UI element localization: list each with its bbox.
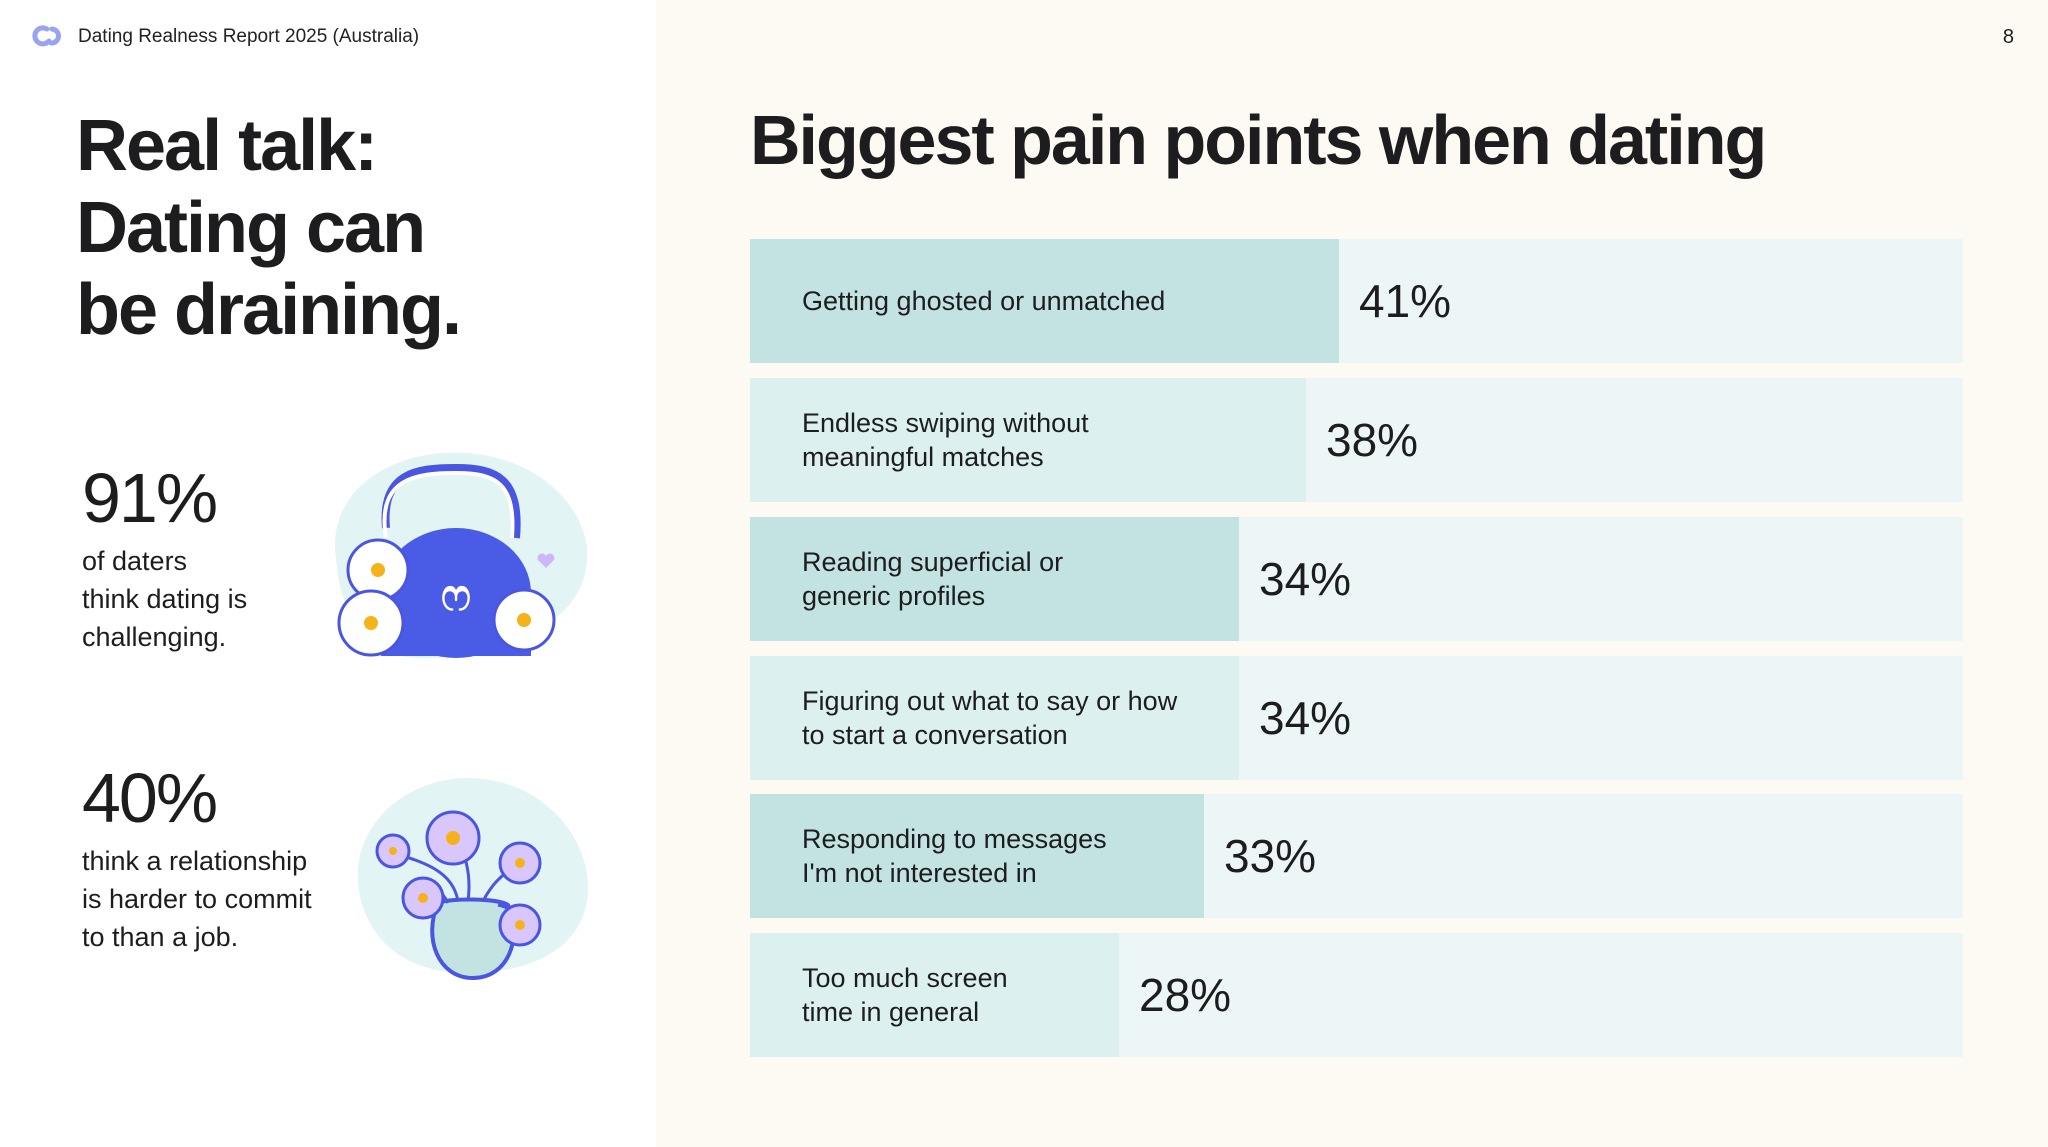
bar-value-label: 28%	[1139, 969, 1232, 1021]
bar-value-label: 38%	[1326, 414, 1419, 466]
bar-row: Endless swiping without meaningful matche…	[750, 378, 1963, 502]
bar-value-label: 33%	[1224, 830, 1317, 882]
stat-line: is harder to commit	[82, 884, 312, 914]
bar-label-line: Too much screen	[802, 963, 1008, 993]
bar-label: Endless swiping without meaningful matche…	[802, 378, 1242, 502]
bar-label: Reading superficial or generic profiles	[802, 517, 1242, 641]
bar-label-line: Getting ghosted or unmatched	[802, 286, 1166, 316]
svg-text:ෆ: ෆ	[441, 571, 471, 620]
stat-91: 91% of daters think dating is challengin…	[82, 460, 247, 656]
bar-label-line: I'm not interested in	[802, 858, 1037, 888]
stat-line: think dating is	[82, 584, 248, 614]
report-title: Dating Realness Report 2025 (Australia)	[78, 26, 420, 47]
bar	[750, 794, 1204, 918]
bar-row: Figuring out what to say or how to start …	[750, 656, 1963, 780]
stat-line: to than a job.	[82, 922, 239, 952]
bar	[750, 933, 1119, 1057]
bar	[750, 517, 1239, 641]
bar-label: Responding to messages I'm not interested…	[802, 794, 1242, 918]
stat-text: of daters think dating is challenging.	[82, 542, 247, 656]
bar-row: Responding to messages I'm not interested…	[750, 794, 1963, 918]
bar-label: Figuring out what to say or how to start …	[802, 656, 1242, 780]
stat-text: think a relationship is harder to commit…	[82, 842, 312, 956]
brand-logo-icon	[32, 25, 61, 47]
bar	[750, 239, 1339, 363]
bar-label-line: meaningful matches	[802, 442, 1044, 472]
page-number: 8	[2002, 26, 2014, 48]
page-title: Real talk: Dating can be draining.	[76, 105, 462, 351]
vase-flowers-illustration	[357, 778, 588, 981]
bar-label-line: to start a conversation	[802, 720, 1068, 750]
bar-label-line: Responding to messages	[802, 824, 1107, 854]
stat-value: 40%	[82, 759, 218, 837]
bar-value-label: 34%	[1259, 553, 1352, 605]
stat-line: of daters	[82, 546, 188, 576]
title-line: be draining.	[76, 270, 462, 350]
bar	[750, 656, 1239, 780]
bar-row: Reading superficial or generic profiles 34…	[750, 517, 1963, 641]
report-header: Dating Realness Report 2025 (Australia)	[32, 24, 419, 50]
bar	[750, 378, 1306, 502]
title-line: Dating can	[76, 188, 426, 268]
bar-label-line: generic profiles	[802, 581, 986, 611]
stat-line: challenging.	[82, 622, 227, 652]
stat-value: 91%	[82, 459, 218, 537]
bar-label: Too much screen time in general	[802, 933, 1242, 1057]
stat-40: 40% think a relationship is harder to co…	[82, 760, 312, 956]
stat-line: think a relationship	[82, 846, 308, 876]
bar-value-label: 41%	[1359, 275, 1452, 327]
bar-label-line: Endless swiping without	[802, 408, 1089, 438]
bar-row: Getting ghosted or unmatched 41%	[750, 239, 1963, 363]
kettlebell-flowers-illustration: ෆ	[335, 452, 588, 659]
bar-label-line: time in general	[802, 997, 980, 1027]
bar-label: Getting ghosted or unmatched	[802, 239, 1242, 363]
bar-value-label: 34%	[1259, 692, 1352, 744]
bar-row: Too much screen time in general 28%	[750, 933, 1963, 1057]
title-line: Real talk:	[76, 106, 378, 186]
chart-title: Biggest pain points when dating	[750, 101, 1767, 179]
bar-label-line: Reading superficial or	[802, 547, 1064, 577]
bar-label-line: Figuring out what to say or how	[802, 686, 1178, 716]
